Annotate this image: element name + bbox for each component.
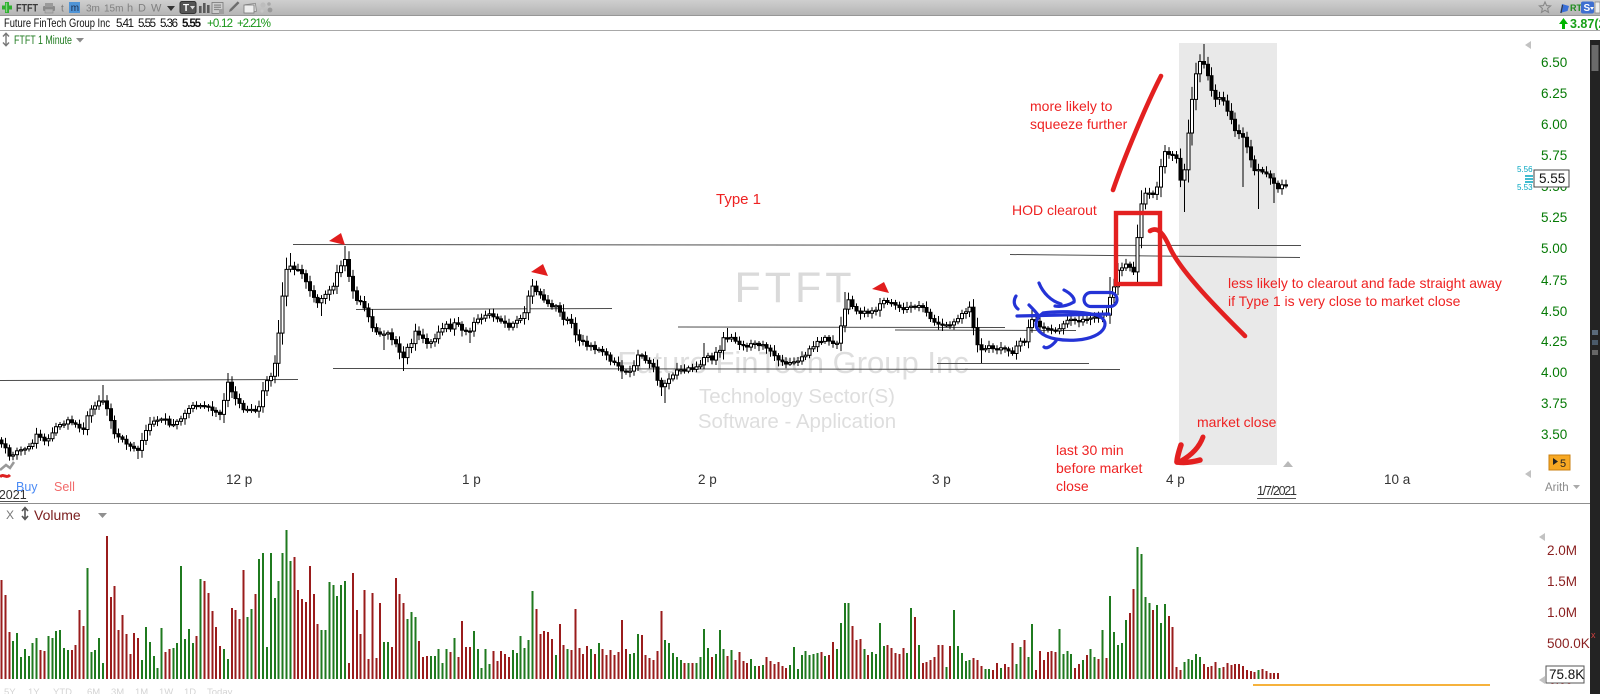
svg-text:X: X	[6, 508, 14, 522]
svg-text:4.75: 4.75	[1541, 273, 1567, 288]
svg-text:FTFT: FTFT	[734, 264, 855, 312]
svg-text:more likely to: more likely to	[1030, 98, 1113, 114]
svg-text:1.5M: 1.5M	[1547, 574, 1577, 589]
svg-text:Type 1: Type 1	[716, 191, 761, 208]
svg-text:1.0M: 1.0M	[1547, 605, 1577, 620]
svg-text:3.50: 3.50	[1541, 427, 1567, 442]
svg-text:5.25: 5.25	[1541, 210, 1567, 225]
svg-text:1Y: 1Y	[28, 687, 40, 694]
svg-text:market close: market close	[1197, 414, 1277, 430]
svg-text:5Y: 5Y	[4, 687, 16, 694]
svg-text:m: m	[71, 3, 79, 14]
svg-text:RT: RT	[1570, 3, 1582, 13]
svg-text:5.55: 5.55	[182, 18, 202, 30]
svg-text:FTFT: FTFT	[16, 3, 38, 15]
svg-text:4.25: 4.25	[1541, 334, 1567, 349]
svg-text:Buy: Buy	[16, 480, 38, 494]
svg-text:5.00: 5.00	[1541, 241, 1567, 256]
svg-text:+0.12: +0.12	[207, 18, 233, 30]
svg-text:YTD: YTD	[53, 687, 72, 694]
svg-text:t: t	[61, 4, 64, 15]
svg-text:4.00: 4.00	[1541, 365, 1567, 380]
svg-text:T: T	[183, 3, 189, 14]
svg-text:75.8K: 75.8K	[1549, 667, 1584, 682]
svg-text:3M: 3M	[111, 687, 124, 694]
svg-text:1W: 1W	[159, 687, 173, 694]
svg-text:3.75: 3.75	[1541, 396, 1567, 411]
svg-text:Sell: Sell	[54, 480, 75, 494]
svg-text:6M: 6M	[87, 687, 100, 694]
svg-text:S: S	[1584, 3, 1591, 14]
svg-text:5.53: 5.53	[1517, 183, 1533, 192]
svg-text:1/7/2021: 1/7/2021	[1257, 484, 1297, 498]
svg-text:h: h	[127, 3, 133, 15]
svg-text:Future FinTech Group Inc: Future FinTech Group Inc	[4, 18, 110, 30]
svg-text:5.41: 5.41	[116, 18, 134, 30]
svg-text:3m: 3m	[86, 4, 100, 15]
svg-text:HOD clearout: HOD clearout	[1012, 202, 1097, 218]
svg-text:6.00: 6.00	[1541, 117, 1567, 132]
svg-text:5.55: 5.55	[1539, 171, 1565, 186]
svg-text:15m: 15m	[104, 4, 123, 15]
svg-text:3.87(23: 3.87(23	[1570, 17, 1600, 30]
svg-text:Volume: Volume	[34, 507, 81, 523]
svg-text:12 p: 12 p	[226, 472, 252, 487]
svg-text:before market: before market	[1056, 460, 1142, 476]
svg-text:5.56: 5.56	[1517, 165, 1533, 174]
svg-text:4 p: 4 p	[1166, 472, 1185, 487]
svg-text:x: x	[1591, 630, 1596, 640]
svg-text:4.50: 4.50	[1541, 304, 1567, 319]
svg-text:squeeze further: squeeze further	[1030, 116, 1128, 132]
svg-text:6.25: 6.25	[1541, 86, 1567, 101]
svg-text:D: D	[138, 3, 146, 15]
svg-text:Software - Application: Software - Application	[698, 410, 896, 433]
svg-text:less likely to clearout and fa: less likely to clearout and fade straigh…	[1228, 275, 1502, 291]
svg-text:last 30 min: last 30 min	[1056, 442, 1124, 458]
svg-text:3 p: 3 p	[932, 472, 951, 487]
svg-text:1 p: 1 p	[462, 472, 481, 487]
svg-text:1M: 1M	[135, 687, 148, 694]
svg-text:6.50: 6.50	[1541, 55, 1567, 70]
svg-text:Arith: Arith	[1545, 482, 1569, 494]
svg-text:5.75: 5.75	[1541, 148, 1567, 163]
svg-text:FTFT 1 Minute: FTFT 1 Minute	[14, 35, 72, 47]
svg-text:1D: 1D	[184, 687, 196, 694]
svg-text:10 a: 10 a	[1384, 472, 1411, 487]
svg-text:close: close	[1056, 478, 1089, 494]
svg-text:if Type 1 is very close to mar: if Type 1 is very close to market close	[1228, 293, 1461, 309]
svg-text:2 p: 2 p	[698, 472, 717, 487]
svg-text:W: W	[151, 3, 162, 15]
svg-text:1/6/2021: 1/6/2021	[0, 488, 27, 502]
svg-text:500.0K: 500.0K	[1547, 636, 1590, 651]
svg-text:5: 5	[1560, 458, 1566, 470]
svg-text:Technology Sector(S): Technology Sector(S)	[699, 385, 895, 408]
svg-text:2.0M: 2.0M	[1547, 543, 1577, 558]
svg-text:5.36: 5.36	[160, 18, 178, 30]
svg-text:5.55: 5.55	[138, 18, 156, 30]
svg-text:+2.21%: +2.21%	[237, 18, 271, 30]
svg-text:Today: Today	[207, 687, 233, 694]
